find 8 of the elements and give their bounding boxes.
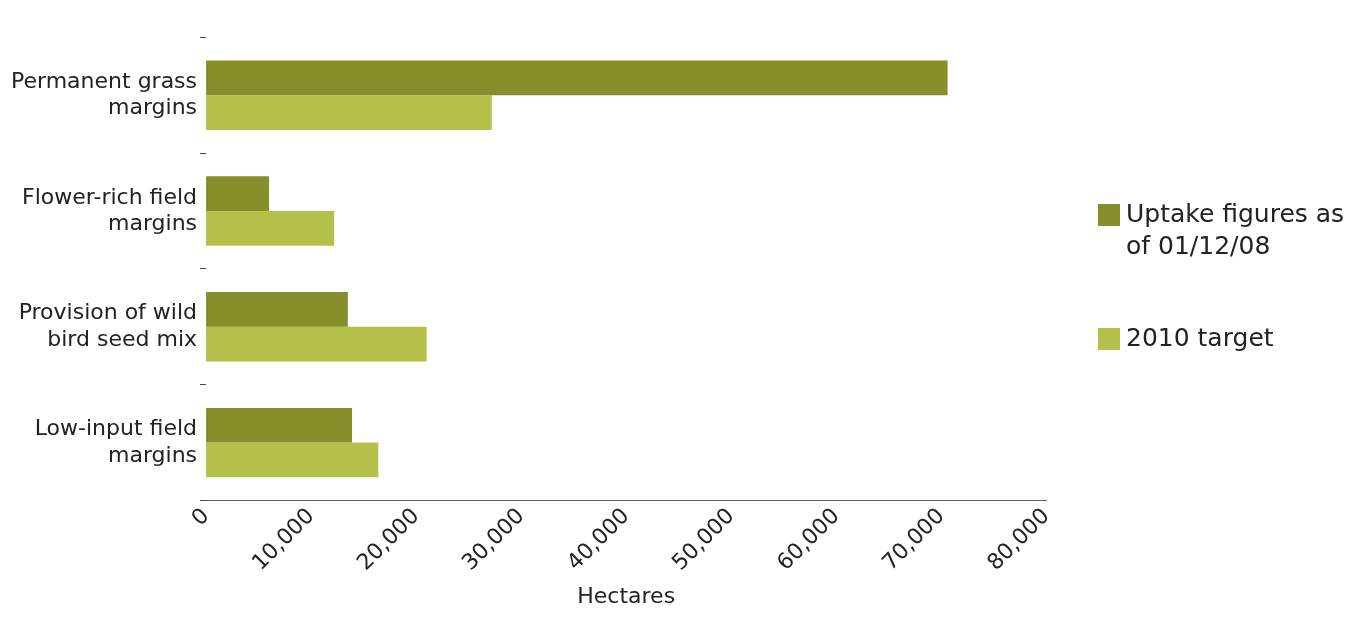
x-tick-label: 0 — [186, 502, 214, 531]
y-tick-label: Flower-rich field margins — [22, 183, 198, 235]
legend-label: 2010 target — [1126, 322, 1274, 354]
y-tick-label: Provision of wild bird seed mix — [18, 299, 198, 351]
y-tick-label: Permanent grass margins — [11, 67, 198, 120]
y-tick-label: Low-input field margins — [34, 415, 198, 467]
legend-label: Uptake figures as of 01/12/08 — [1126, 198, 1346, 262]
x-axis-title: Hectares — [577, 582, 676, 608]
